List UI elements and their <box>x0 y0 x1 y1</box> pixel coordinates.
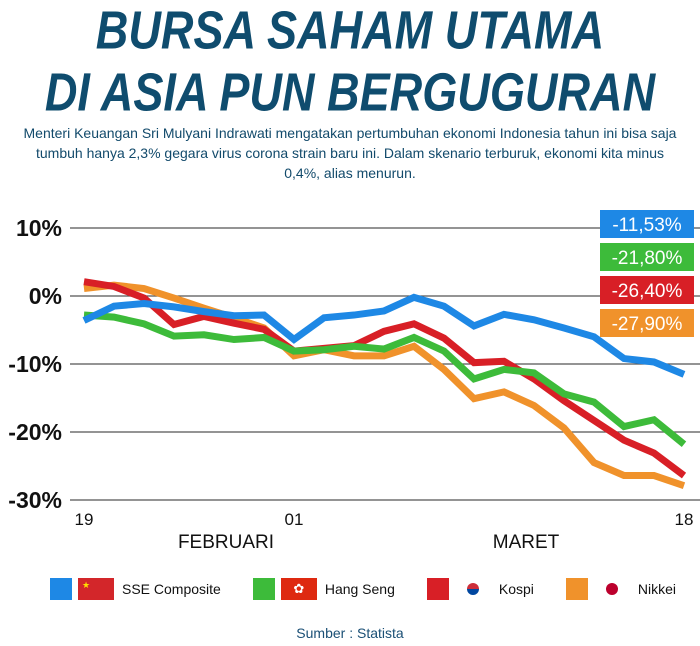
legend-label: SSE Composite <box>122 581 221 597</box>
end-label-box <box>600 210 694 238</box>
x-tick-label: 01 <box>285 510 304 529</box>
hong-kong-flag-icon: ✿ <box>280 578 317 600</box>
y-tick-label: -10% <box>8 351 62 377</box>
legend-swatch-hangseng <box>252 578 275 600</box>
y-tick-label: 10% <box>16 215 62 241</box>
legend-swatch-kospi <box>426 578 449 600</box>
x-tick-label: 19 <box>75 510 94 529</box>
series-line-sse-composite <box>82 293 686 378</box>
legend-label: Nikkei <box>637 581 677 597</box>
south-korea-flag-icon <box>454 578 491 600</box>
legend-label: Kospi <box>498 581 534 597</box>
series-line-kospi <box>83 278 687 479</box>
source-note: Sumber : Statista <box>296 625 404 641</box>
legend-swatch-nikkei <box>565 578 588 600</box>
end-label: -27,90% <box>612 314 683 335</box>
end-label: -21,80% <box>612 248 683 269</box>
series-line-hang-seng <box>83 311 687 447</box>
y-tick-label: -30% <box>8 487 62 513</box>
end-label: -11,53% <box>612 215 681 236</box>
legend-swatch-sse <box>50 578 72 600</box>
legend-label: Hang Seng <box>324 581 395 597</box>
subtitle: Menteri Keuangan Sri Mulyani Indrawati m… <box>23 125 677 181</box>
y-tick-label: -20% <box>8 419 62 445</box>
line-chart: 10% 0% -10% -20% -30% 19 01 18 FEBRUARI MARET -11,… <box>8 210 700 553</box>
title-line-2: DI ASIA PUN BERGUGURAN <box>44 63 656 123</box>
end-label: -26,40% <box>612 281 683 302</box>
y-tick-label: 0% <box>29 283 62 309</box>
japan-flag-icon <box>593 578 630 600</box>
china-flag-icon: ★ <box>78 578 114 600</box>
x-tick-label: 18 <box>675 510 694 529</box>
end-label-box <box>600 309 694 337</box>
legend: ★ SSE Composite ✿ Hang Seng Kospi Nikkei <box>50 578 700 600</box>
month-label: MARET <box>493 532 560 553</box>
end-label-box <box>600 276 694 304</box>
end-label-box <box>600 243 694 271</box>
series-line-nikkei <box>83 281 686 490</box>
title-line-1: BURSA SAHAM UTAMA <box>95 1 605 61</box>
month-label: FEBRUARI <box>178 532 274 553</box>
